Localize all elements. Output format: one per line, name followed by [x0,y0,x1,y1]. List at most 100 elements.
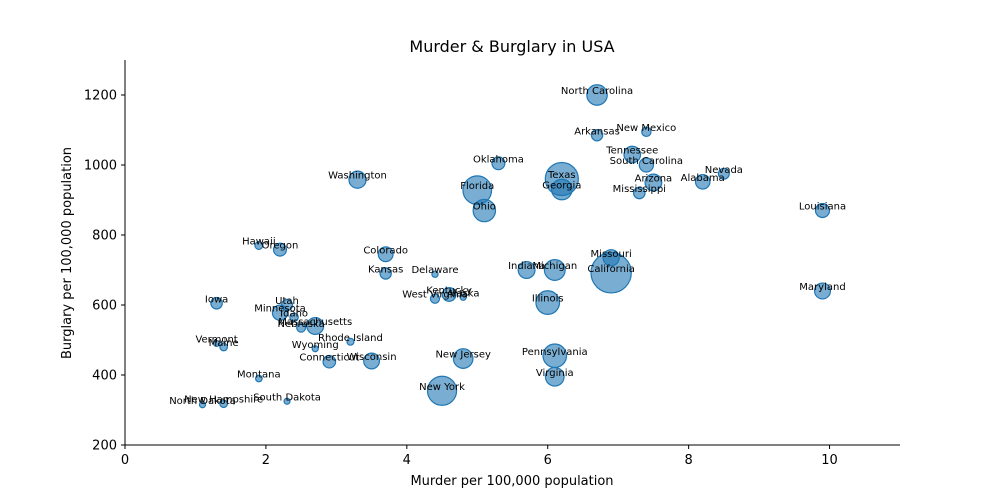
chart-title: Murder & Burglary in USA [409,37,614,56]
point-label-new-york: New York [419,382,465,393]
bubble-oregon [272,242,288,257]
bubble-new-hampshire [219,399,228,409]
bubble-south-dakota [283,397,291,405]
point-label-arizona: Arizona [635,174,673,185]
y-axis-label: Burglary per 100,000 population [60,147,75,359]
bubble-tennessee [623,145,642,164]
point-label-michigan: Michigan [532,261,577,272]
bubble-illinois [535,290,561,315]
bubble-arizona [644,173,663,192]
bubble-rhode-island [346,337,355,346]
bubble-nebraska [296,322,307,333]
point-label-florida: Florida [460,181,494,192]
point-label-nebraska: Nebraska [278,319,325,330]
bubble-west-virginia [429,293,441,304]
point-label-arkansas: Arkansas [574,126,620,137]
x-tick-label: 8 [684,453,692,468]
bubble-vermont [212,339,221,348]
bubble-virginia [544,366,565,387]
bubble-south-carolina [638,157,655,173]
bubble-wyoming [311,345,319,353]
y-tick-label: 800 [92,229,117,244]
point-label-alaska: Alaska [447,288,480,299]
bubble-alabama [694,173,711,190]
point-label-massachusetts: Massachusetts [278,317,352,328]
bubble-missouri [602,249,620,267]
bubble-idaho [289,312,299,323]
y-tick-label: 1200 [84,89,117,104]
point-label-nevada: Nevada [705,165,743,176]
y-tick-label: 200 [92,439,117,454]
bubble-north-carolina [586,84,608,106]
point-label-georgia: Georgia [542,181,581,192]
point-label-delaware: Delaware [411,265,458,276]
point-label-south-carolina: South Carolina [610,156,683,167]
bubble-new-mexico [641,126,652,138]
point-label-maryland: Maryland [799,282,845,293]
point-label-missouri: Missouri [591,249,632,260]
bubble-maryland [813,282,832,300]
y-tick-label: 400 [92,369,117,384]
point-label-west-virginia: West Virginia [402,290,467,301]
point-label-vermont: Vermont [195,335,237,346]
bubble-ohio [472,198,497,223]
y-axis-ticks: 200 400 600 800 1000 1200 [84,89,125,454]
point-label-tennessee: Tennessee [605,146,658,157]
point-label-idaho: Idaho [280,308,308,319]
point-label-south-dakota: South Dakota [253,392,321,403]
bubble-utah [280,298,294,312]
bubble-kentucky [441,287,457,302]
point-label-texas: Texas [547,170,576,181]
bubble-north-dakota [198,401,207,409]
point-label-new-hampshire: New Hampshire [184,395,263,406]
point-label-new-jersey: New Jersey [435,350,491,361]
bubble-louisiana [814,202,831,219]
y-tick-label: 600 [92,299,117,314]
point-label-north-dakota: North Dakota [169,396,236,407]
point-label-hawaii: Hawaii [242,237,276,248]
point-label-rhode-island: Rhode Island [318,333,383,344]
point-label-oklahoma: Oklahoma [473,154,524,165]
point-label-alabama: Alabama [681,173,725,184]
x-tick-label: 6 [544,453,552,468]
bubble-montana [254,374,263,383]
point-label-ohio: Ohio [473,202,496,213]
bubble-new-york [426,375,458,406]
point-label-utah: Utah [275,296,299,307]
x-tick-label: 10 [821,453,838,468]
bubbles-layer [198,84,832,409]
x-tick-label: 2 [262,453,270,468]
point-label-wyoming: Wyoming [292,340,339,351]
bubble-connecticut [322,354,337,369]
point-label-kentucky: Kentucky [426,286,472,297]
point-label-virginia: Virginia [536,368,574,379]
bubble-colorado [377,246,394,263]
point-label-colorado: Colorado [363,245,408,256]
bubble-mississippi [633,186,646,200]
point-label-mississippi: Mississippi [613,184,666,195]
bubble-washington [348,170,367,189]
point-label-kansas: Kansas [368,265,403,276]
bubble-massachusetts [306,316,325,336]
x-axis-label: Murder per 100,000 population [410,474,613,489]
bubble-georgia [550,178,573,201]
bubble-arkansas [590,129,604,142]
bubble-michigan [543,259,566,281]
bubble-maine [219,342,228,352]
bubble-hawaii [254,240,264,251]
point-label-maine: Maine [209,338,239,349]
point-label-california: California [587,264,635,275]
x-axis-ticks: 0 2 4 6 8 10 [121,445,838,468]
bubble-alaska [459,293,467,301]
bubble-iowa [210,296,223,310]
bubble-delaware [431,270,439,278]
point-label-minnesota: Minnesota [254,304,306,315]
x-tick-label: 4 [403,453,411,468]
point-label-indiana: Indiana [508,261,545,272]
point-label-oregon: Oregon [262,241,299,252]
point-label-illinois: Illinois [532,294,564,305]
x-tick-label: 0 [121,453,129,468]
